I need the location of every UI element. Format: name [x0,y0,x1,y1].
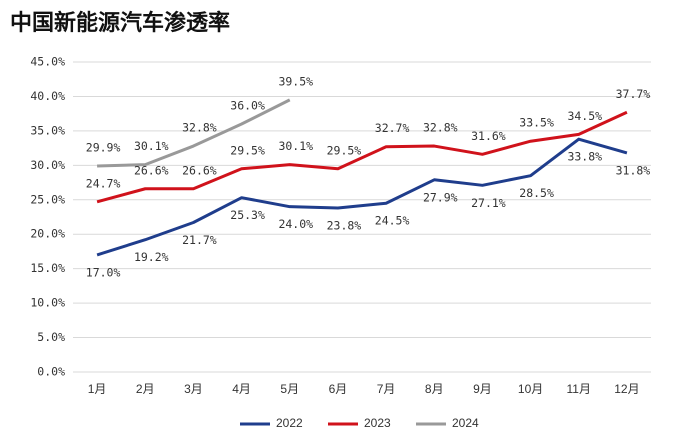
x-tick-label: 6月 [329,382,348,396]
data-label: 24.0% [278,217,313,231]
series-line [96,110,628,204]
x-tick-label: 3月 [184,382,203,396]
y-tick-label: 5.0% [37,330,65,344]
data-label: 33.5% [519,116,554,130]
data-label: 34.5% [567,109,602,123]
data-label: 21.7% [182,233,217,247]
legend-label: 2023 [364,416,391,430]
x-tick-label: 10月 [518,382,543,396]
series-line [97,98,291,168]
data-label: 32.8% [423,121,458,135]
data-label: 32.8% [182,121,217,135]
data-label: 30.1% [278,139,313,153]
series-line [96,137,628,257]
x-tick-label: 4月 [232,382,251,396]
data-label: 31.6% [471,129,506,143]
x-tick-label: 2月 [136,382,155,396]
x-tick-label: 1月 [88,382,107,396]
y-tick-label: 30.0% [30,158,65,172]
y-tick-label: 45.0% [30,55,65,69]
y-tick-label: 10.0% [30,296,65,310]
data-label: 23.8% [327,219,362,233]
data-label: 31.8% [616,163,651,177]
data-label: 29.9% [86,141,121,155]
x-tick-label: 5月 [280,382,299,396]
y-tick-label: 40.0% [30,89,65,103]
data-label: 30.1% [134,139,169,153]
y-tick-label: 0.0% [37,365,65,379]
data-label: 17.0% [86,265,121,279]
data-label: 24.5% [375,214,410,228]
data-label: 32.7% [375,121,410,135]
data-label: 39.5% [278,74,313,88]
data-label: 36.0% [230,99,265,113]
legend-label: 2022 [276,416,303,430]
x-tick-label: 7月 [377,382,396,396]
data-label: 28.5% [519,186,554,200]
data-label: 29.5% [230,143,265,157]
data-label: 26.6% [134,163,169,177]
y-tick-label: 35.0% [30,123,65,137]
data-label: 19.2% [134,250,169,264]
x-tick-label: 9月 [473,382,492,396]
data-label: 24.7% [86,176,121,190]
x-tick-label: 8月 [425,382,444,396]
chart-title: 中国新能源汽车渗透率 [10,10,230,35]
data-label: 33.8% [567,150,602,164]
data-label: 37.7% [616,87,651,101]
x-tick-label: 11月 [567,382,591,396]
data-label: 25.3% [230,208,265,222]
data-label: 27.9% [423,190,458,204]
y-tick-label: 25.0% [30,192,65,206]
data-label: 26.6% [182,163,217,177]
y-tick-label: 15.0% [30,261,65,275]
y-tick-label: 20.0% [30,227,65,241]
data-label: 29.5% [327,143,362,157]
legend-label: 2024 [452,416,479,430]
x-tick-label: 12月 [614,382,639,396]
data-label: 27.1% [471,196,506,210]
